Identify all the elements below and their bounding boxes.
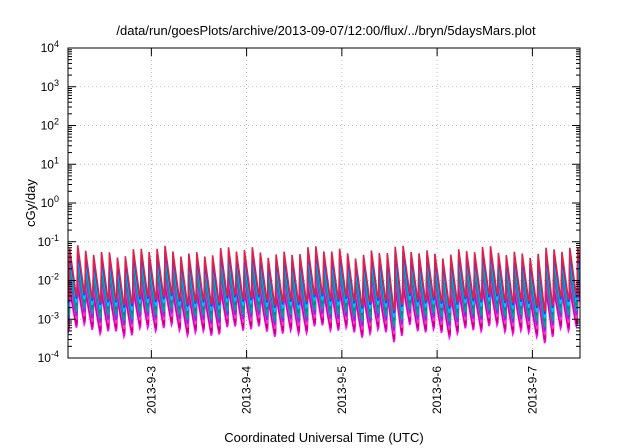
y-tick-label: 104 (41, 39, 59, 55)
y-tick-label: 10-4 (38, 349, 59, 365)
x-tick-label: 2013-9-6 (430, 366, 444, 414)
series-group (68, 245, 580, 344)
tick-labels: 10-4 10-3 10-2 10-1 100 101 102 103 104 2013-9-3 2… (38, 39, 540, 414)
x-tick-label: 2013-9-7 (525, 366, 539, 414)
x-tick-label: 2013-9-3 (144, 366, 158, 414)
x-tick-label: 2013-9-5 (335, 366, 349, 414)
y-tick-label: 103 (41, 78, 59, 94)
series-line (68, 245, 580, 313)
y-tick-label: 100 (41, 194, 59, 210)
y-tick-label: 10-2 (38, 272, 59, 288)
x-axis-label: Coordinated Universal Time (UTC) (224, 430, 423, 445)
y-tick-label: 10-3 (38, 310, 59, 326)
y-tick-label: 102 (41, 117, 59, 133)
tick-marks (68, 47, 580, 359)
y-tick-label: 101 (41, 155, 59, 171)
y-tick-label: 10-1 (38, 233, 59, 249)
y-axis-label: cGy/day (23, 179, 38, 227)
x-tick-label: 2013-9-4 (240, 366, 254, 414)
chart-title: /data/run/goesPlots/archive/2013-09-07/1… (116, 23, 536, 38)
